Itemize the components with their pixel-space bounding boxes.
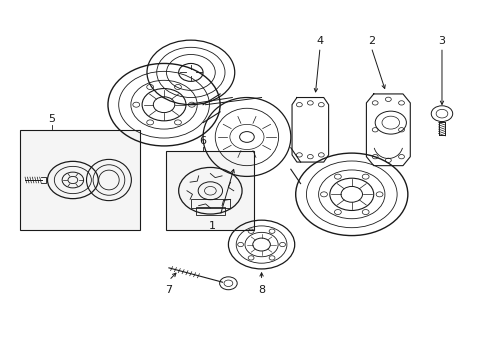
Text: 3: 3 bbox=[438, 36, 445, 45]
Text: 2: 2 bbox=[367, 36, 374, 45]
Bar bbox=[166, 151, 254, 230]
Text: 1: 1 bbox=[209, 221, 216, 231]
Bar bbox=[20, 130, 140, 230]
Bar bbox=[190, 199, 229, 208]
Bar bbox=[195, 207, 224, 215]
Text: 6: 6 bbox=[199, 136, 206, 146]
Text: 4: 4 bbox=[316, 36, 323, 45]
Bar bbox=[20, 130, 140, 230]
Text: 7: 7 bbox=[165, 285, 172, 295]
Text: 8: 8 bbox=[258, 285, 264, 295]
Bar bbox=[166, 151, 254, 230]
Text: 5: 5 bbox=[48, 114, 55, 125]
